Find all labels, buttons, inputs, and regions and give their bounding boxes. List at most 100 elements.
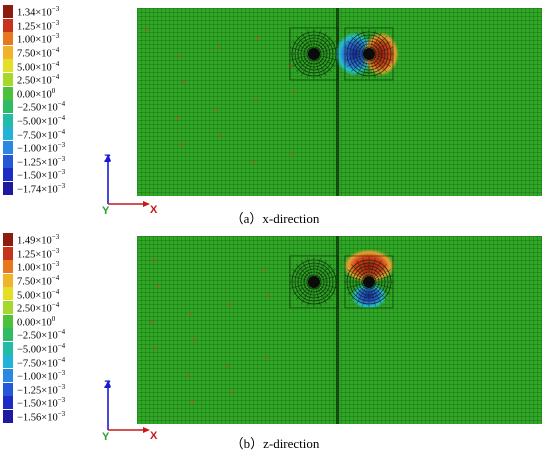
mesh-speck (267, 294, 270, 297)
mesh-speck (191, 400, 194, 403)
mesh-speck (178, 55, 181, 58)
legend-entry: 7.50×10−4 (3, 45, 60, 60)
legend-swatch (3, 73, 13, 86)
legend-swatch (3, 32, 13, 46)
z-axis-arrow (105, 154, 111, 161)
legend-label: 1.00×10−3 (17, 260, 60, 274)
legend-swatch (3, 86, 13, 100)
mesh-field-z (137, 236, 542, 424)
legend-swatch (3, 100, 13, 114)
legend-swatch (3, 355, 13, 369)
mesh-grid (137, 236, 542, 424)
legend-entry: −7.50×10−4 (3, 355, 66, 370)
legend-swatch (3, 141, 13, 154)
legend-entry: 7.50×10−4 (3, 273, 60, 288)
legend-label: 1.00×10−3 (17, 32, 60, 46)
mesh-speck (182, 81, 185, 84)
legend-label: 7.50×10−4 (17, 46, 60, 60)
legend-entry: 5.00×10−4 (3, 287, 60, 302)
legend-entry: 1.25×10−3 (3, 246, 60, 261)
legend-label: 1.49×10−3 (17, 233, 60, 247)
legend-label: −5.00×10−4 (17, 342, 66, 356)
mesh-speck (193, 338, 196, 341)
legend-swatch (3, 233, 13, 246)
legend-entry: 1.25×10−3 (3, 18, 59, 32)
legend-entry: −2.50×10−4 (3, 328, 66, 342)
legend-entry: −1.00×10−3 (3, 141, 65, 155)
legend-entry: −1.50×10−3 (3, 396, 66, 410)
legend-swatch (3, 168, 13, 182)
legend-label: −7.50×10−4 (17, 355, 66, 370)
mesh-speck (289, 64, 292, 67)
mesh-speck (189, 312, 192, 315)
x-axis-arrow (143, 427, 150, 433)
legend-label: 1.34×10−3 (17, 5, 60, 19)
y-axis-label: Y (102, 431, 110, 442)
legend-swatch (3, 154, 13, 168)
mesh-speck (215, 108, 218, 111)
tunnel-right (344, 27, 394, 81)
legend-entry: −1.25×10−3 (3, 382, 66, 397)
legend-label: −5.00×10−4 (17, 114, 66, 128)
axis-triad-x: Z X Y (102, 153, 158, 216)
mesh-speck (263, 268, 266, 271)
legend-swatch (3, 328, 13, 342)
legend-label: 1.25×10−3 (17, 246, 60, 261)
legend-label: −7.50×10−4 (17, 127, 66, 142)
legend-label: −1.74×10−3 (17, 182, 66, 196)
y-axis-label: Y (102, 205, 110, 216)
mesh-speck (252, 161, 255, 164)
legend-swatch (3, 341, 13, 355)
mesh-speck (291, 152, 294, 155)
legend-entry: 2.50×10−4 (3, 73, 60, 87)
x-axis-label: X (150, 204, 158, 216)
mesh-speck (152, 259, 155, 262)
mesh-seam (336, 236, 339, 424)
legend-swatch (3, 314, 13, 328)
legend-swatch (3, 181, 13, 195)
legend-label: 2.50×10−4 (17, 73, 60, 87)
mesh-speck (219, 134, 222, 137)
legend-label: −1.25×10−3 (17, 154, 66, 169)
legend-swatch (3, 369, 13, 382)
tunnel-right (344, 255, 394, 309)
legend-swatch (3, 59, 13, 73)
legend-label: −2.50×10−4 (17, 328, 66, 342)
legend-entry: 1.34×10−3 (3, 5, 60, 19)
mesh-grid (137, 8, 542, 196)
legend-swatch (3, 246, 13, 260)
legend-label: −1.50×10−3 (17, 396, 66, 410)
legend-swatch (3, 127, 13, 141)
legend-label: 2.50×10−4 (17, 301, 60, 315)
mesh-speck (226, 365, 229, 368)
legend-swatch (3, 396, 13, 410)
x-axis-label: X (150, 430, 158, 442)
mesh-speck (293, 90, 296, 93)
z-axis-label: Z (104, 153, 111, 165)
legend-entry: 1.00×10−3 (3, 32, 60, 46)
mesh-speck (180, 143, 183, 146)
mesh-speck (145, 28, 148, 31)
mesh-speck (176, 117, 179, 120)
legend-label: 5.00×10−4 (17, 287, 60, 302)
legend-label: −1.50×10−3 (17, 168, 66, 182)
legend-swatch (3, 273, 13, 287)
legend-swatch (3, 409, 13, 423)
legend-label: 0.00×100 (17, 86, 56, 101)
mesh-speck (156, 285, 159, 288)
legend-label: −2.50×10−4 (17, 100, 66, 114)
mesh-field-x (137, 8, 542, 196)
mesh-speck (265, 356, 268, 359)
legend-swatch (3, 260, 13, 274)
legend-entry: −2.50×10−4 (3, 100, 66, 114)
legend-entry: 5.00×10−4 (3, 59, 59, 73)
legend-entry: −7.50×10−4 (3, 127, 66, 142)
legend-entry: 0.00×100 (3, 86, 56, 101)
legend-label: 7.50×10−4 (17, 274, 60, 288)
caption-z-direction: （b）z-direction (230, 436, 320, 451)
legend-entry: 0.00×100 (3, 314, 55, 328)
x-axis-arrow (143, 201, 150, 207)
legend-label: −1.25×10−3 (17, 382, 66, 397)
legend-swatch (3, 45, 13, 59)
legend-entry: −1.50×10−3 (3, 168, 66, 182)
